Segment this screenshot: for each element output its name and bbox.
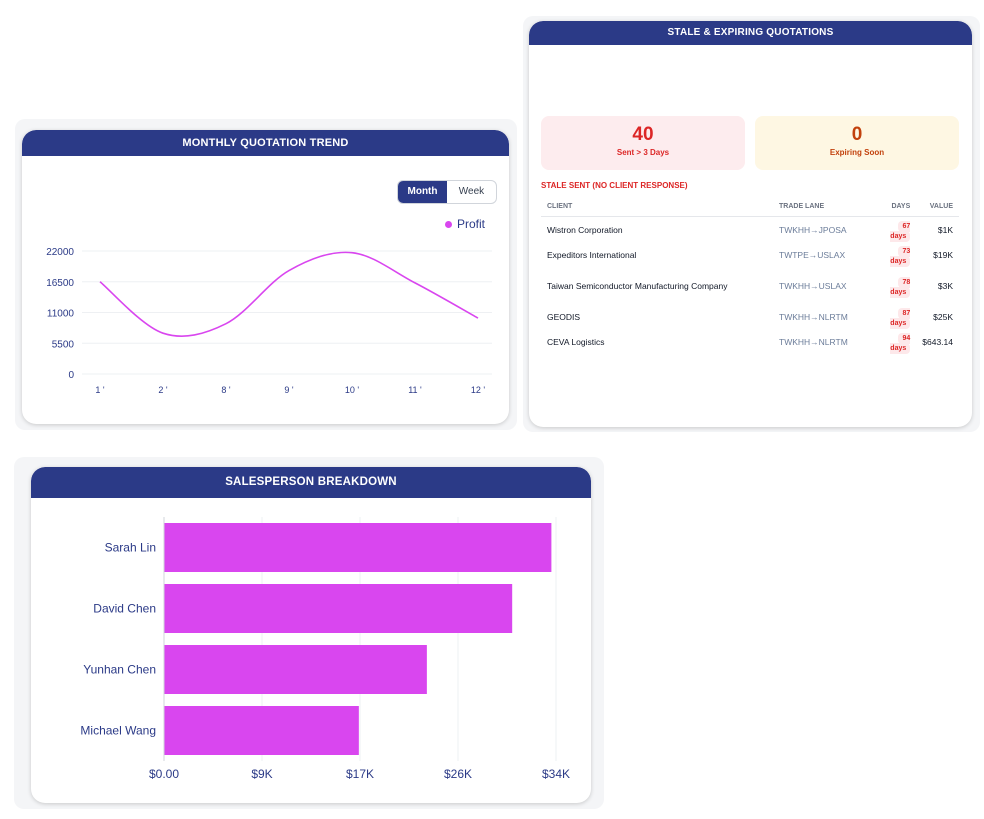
days-badge: 94 days xyxy=(890,332,911,354)
quote-value: $25K xyxy=(933,311,953,322)
sent-count: 40 xyxy=(632,124,654,145)
expiring-soon-stat[interactable]: 0 Expiring Soon xyxy=(755,116,959,170)
table-row[interactable]: GEODIS TWKHH→NLRTM 87 days $25K xyxy=(541,304,959,329)
trade-lane: TWKHH→NLRTM xyxy=(779,311,848,322)
trade-lane: TWKHH→JPOSA xyxy=(779,224,847,235)
days-cell: 73 days xyxy=(875,242,916,267)
expiring-count: 0 xyxy=(851,124,863,145)
x-tick-label: 10 ' xyxy=(345,385,360,395)
days-badge: 87 days xyxy=(890,307,911,329)
quote-value: $3K xyxy=(937,280,953,291)
x-tick-label: 11 ' xyxy=(408,385,422,395)
x-tick-label: $0.00 xyxy=(149,767,179,781)
trend-line-chart: 0 5500 11000 16500 22000 1 ' 2 ' 8 ' 9 ' 10 ' 11 '… xyxy=(46,247,492,395)
column-header-days: DAYS xyxy=(875,196,917,217)
profit-legend-label: Profit xyxy=(457,217,486,231)
days-cell: 94 days xyxy=(875,329,916,354)
salesperson-bar[interactable] xyxy=(164,706,359,755)
y-tick-label: 22000 xyxy=(46,247,74,258)
x-tick-label: $26K xyxy=(444,767,472,781)
y-tick-label: 0 xyxy=(68,370,74,381)
category-label: Michael Wang xyxy=(80,724,156,738)
sales-card-title: SALESPERSON BREAKDOWN xyxy=(31,467,591,498)
days-cell: 87 days xyxy=(875,304,916,329)
y-tick-label: 11000 xyxy=(47,309,75,320)
x-tick-label: 2 ' xyxy=(158,385,168,395)
client-name: Taiwan Semiconductor Manufacturing Compa… xyxy=(547,280,728,291)
y-tick-label: 5500 xyxy=(52,339,75,350)
stale-card-title: STALE & EXPIRING QUOTATIONS xyxy=(529,21,972,45)
sent-label: Sent > 3 Days xyxy=(616,148,670,157)
x-tick-label: $17K xyxy=(346,767,374,781)
column-header-trade-lane: TRADE LANE xyxy=(773,196,875,217)
profit-legend-dot-icon xyxy=(445,220,452,228)
trend-legend[interactable]: Profit xyxy=(445,217,485,231)
category-label: David Chen xyxy=(93,602,156,616)
client-name: CEVA Logistics xyxy=(547,336,605,347)
trade-lane: TWTPE→USLAX xyxy=(779,249,846,260)
days-cell: 67 days xyxy=(875,217,916,243)
x-tick-label: 8 ' xyxy=(221,385,231,395)
week-toggle-button[interactable]: Week xyxy=(458,186,485,197)
salesperson-bar-chart: $0.00 $9K $17K $26K $34K Sarah Lin David Chen Y… xyxy=(80,517,570,781)
trade-lane: TWKHH→NLRTM xyxy=(779,336,848,347)
y-tick-label: 16500 xyxy=(46,278,74,289)
salesperson-breakdown-card: SALESPERSON BREAKDOWN $0.00 $9K $17K $26K $3… xyxy=(31,467,591,803)
client-name: Wistron Corporation xyxy=(547,224,623,235)
stale-expiring-quotations-card: STALE & EXPIRING QUOTATIONS 40 Sent > 3 … xyxy=(529,21,972,427)
quote-value: $1K xyxy=(937,224,953,235)
quote-value: $19K xyxy=(933,249,953,260)
table-row[interactable]: Taiwan Semiconductor Manufacturing Compa… xyxy=(541,267,959,304)
table-header-row: CLIENT TRADE LANE DAYS VALUE xyxy=(541,196,959,217)
column-header-value: VALUE xyxy=(916,196,959,217)
category-label: Yunhan Chen xyxy=(83,663,156,677)
x-tick-label: 1 ' xyxy=(95,385,105,395)
category-label: Sarah Lin xyxy=(105,541,156,555)
sent-over-3-days-stat[interactable]: 40 Sent > 3 Days xyxy=(541,116,745,170)
stale-quotations-table: CLIENT TRADE LANE DAYS VALUE Wistron Cor… xyxy=(541,196,959,354)
profit-series-line[interactable] xyxy=(99,251,479,337)
client-name: Expeditors International xyxy=(547,249,637,260)
days-badge: 73 days xyxy=(890,245,911,267)
x-tick-label: $34K xyxy=(542,767,570,781)
table-row[interactable]: Expeditors International TWTPE→USLAX 73 … xyxy=(541,242,959,267)
monthly-quotation-trend-card: MONTHLY QUOTATION TREND Month Week Profi… xyxy=(22,130,509,424)
salesperson-bar[interactable] xyxy=(164,584,513,633)
trade-lane: TWKHH→USLAX xyxy=(779,280,847,291)
x-tick-label: 12 ' xyxy=(471,385,486,395)
trend-card-title: MONTHLY QUOTATION TREND xyxy=(22,130,509,156)
period-toggle: Month Week xyxy=(397,180,497,204)
expiring-label: Expiring Soon xyxy=(829,148,885,157)
column-header-client: CLIENT xyxy=(541,196,773,217)
table-row[interactable]: CEVA Logistics TWKHH→NLRTM 94 days $643.… xyxy=(541,329,959,354)
x-tick-label: 9 ' xyxy=(284,385,294,395)
x-tick-label: $9K xyxy=(251,767,272,781)
quote-value: $643.14 xyxy=(922,336,953,347)
table-row[interactable]: Wistron Corporation TWKHH→JPOSA 67 days … xyxy=(541,217,959,243)
stale-sent-section-title: STALE SENT (NO CLIENT RESPONSE) xyxy=(541,181,688,190)
client-name: GEODIS xyxy=(547,311,581,322)
days-cell: 78 days xyxy=(875,267,916,304)
days-badge: 78 days xyxy=(890,276,911,298)
month-toggle-button[interactable]: Month xyxy=(398,181,447,203)
salesperson-bar[interactable] xyxy=(164,645,427,694)
salesperson-bar[interactable] xyxy=(164,523,552,572)
days-badge: 67 days xyxy=(890,220,911,242)
